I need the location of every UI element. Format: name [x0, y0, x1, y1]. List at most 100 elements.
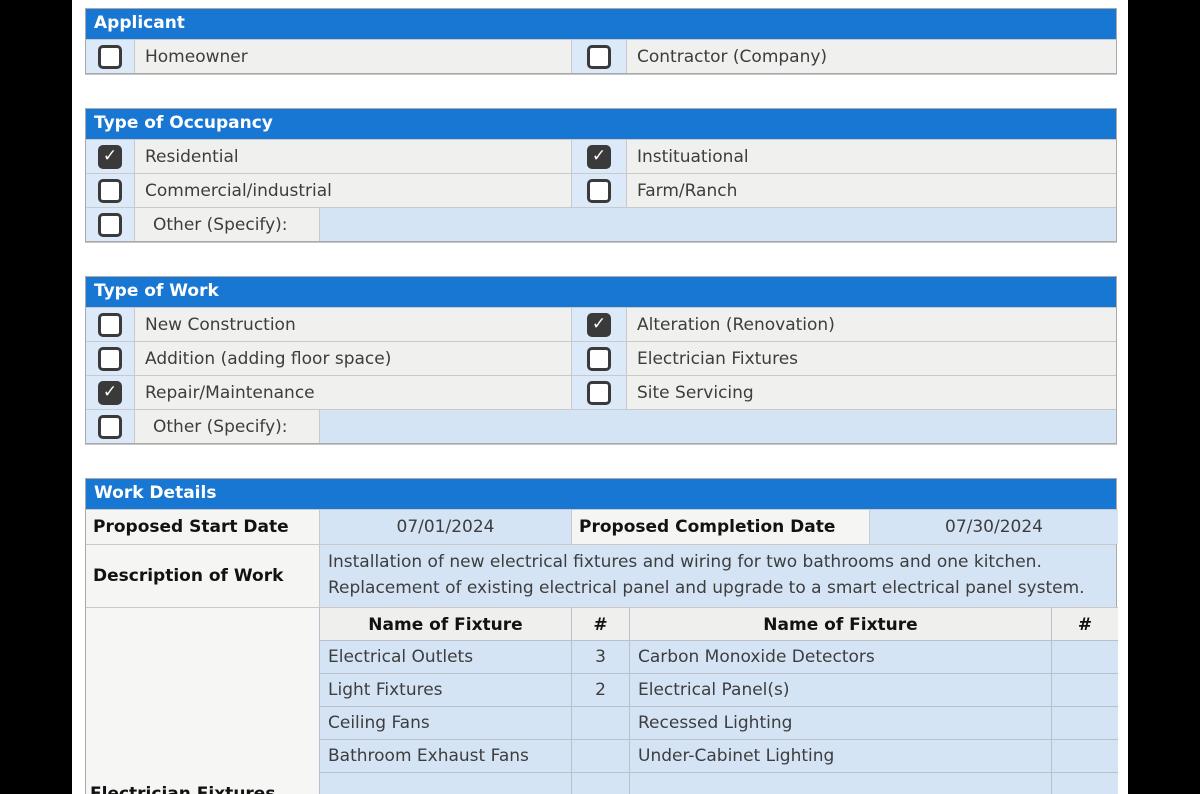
fixture-name: Bathroom Exhaust Fans: [319, 739, 571, 772]
table-row: ✓ Homeowner ✓ Contractor (Company): [86, 39, 1116, 73]
table-row: ✓ Repair/Maintenance ✓ Site Servicing: [86, 375, 1116, 409]
residential-checkbox[interactable]: ✓: [98, 144, 122, 169]
site-servicing-checkbox[interactable]: ✓: [587, 380, 611, 405]
occupancy-other-checkbox-cell: ✓: [86, 208, 134, 241]
residential-checkbox-cell: ✓: [86, 140, 134, 173]
section-title: Type of Work: [86, 277, 1116, 307]
homeowner-label: Homeowner: [134, 40, 571, 73]
fixture-name: Ceiling Fans: [319, 706, 571, 739]
fixture-name: Light Fixtures: [319, 673, 571, 706]
commercial-label: Commercial/industrial: [134, 174, 571, 207]
dates-row: Proposed Start Date 07/01/2024 Proposed …: [86, 509, 1118, 544]
contractor-label: Contractor (Company): [626, 40, 1116, 73]
homeowner-checkbox-cell: ✓: [86, 40, 134, 73]
new-construction-label: New Construction: [134, 308, 571, 341]
occupancy-other-checkbox[interactable]: ✓: [98, 212, 122, 237]
electrician-fixtures-checkbox-cell: ✓: [571, 342, 626, 375]
check-icon: ✓: [102, 382, 118, 402]
fixture-name: Electrical Panel(s): [629, 673, 1051, 706]
new-construction-checkbox-cell: ✓: [86, 308, 134, 341]
repair-checkbox[interactable]: ✓: [98, 380, 122, 405]
contractor-checkbox[interactable]: ✓: [587, 44, 611, 69]
work-other-checkbox[interactable]: ✓: [98, 414, 122, 439]
fixture-count-field[interactable]: 2: [571, 673, 629, 706]
contractor-checkbox-cell: ✓: [571, 40, 626, 73]
section-type-of-work: Type of Work ✓ New Construction ✓ Altera…: [85, 276, 1117, 444]
fixture-count-field[interactable]: [1051, 673, 1118, 706]
occupancy-other-input[interactable]: [319, 208, 1116, 241]
institutional-label: Instituational: [626, 140, 1116, 173]
fixture-count-field[interactable]: [571, 739, 629, 772]
form-page: Applicant ✓ Homeowner ✓ Contractor (Comp…: [72, 0, 1128, 794]
residential-label: Residential: [134, 140, 571, 173]
alteration-label: Alteration (Renovation): [626, 308, 1116, 341]
commercial-checkbox[interactable]: ✓: [98, 178, 122, 203]
institutional-checkbox-cell: ✓: [571, 140, 626, 173]
site-servicing-checkbox-cell: ✓: [571, 376, 626, 409]
start-date-field[interactable]: 07/01/2024: [319, 510, 571, 544]
fixture-name: Carbon Monoxide Detectors: [629, 640, 1051, 673]
column-header-num1: #: [571, 607, 629, 642]
fixtures-table: Electrician Fixtures Name of Fixture # N…: [86, 607, 1118, 794]
section-type-of-occupancy: Type of Occupancy ✓ Residential ✓ Instit…: [85, 108, 1117, 242]
fixtures-label: Electrician Fixtures: [90, 784, 276, 794]
electrician-fixtures-checkbox[interactable]: ✓: [587, 346, 611, 371]
start-date-label: Proposed Start Date: [86, 510, 319, 544]
site-servicing-label: Site Servicing: [626, 376, 1116, 409]
work-other-input[interactable]: [319, 410, 1116, 443]
alteration-checkbox-cell: ✓: [571, 308, 626, 341]
column-header-num2: #: [1051, 607, 1118, 642]
check-icon: ✓: [591, 314, 607, 334]
form-content: Applicant ✓ Homeowner ✓ Contractor (Comp…: [85, 8, 1118, 794]
homeowner-checkbox[interactable]: ✓: [98, 44, 122, 69]
occupancy-other-label: Other (Specify):: [134, 208, 319, 241]
fixture-name: Under-Cabinet Lighting: [629, 739, 1051, 772]
table-row: ✓ Other (Specify):: [86, 409, 1116, 443]
fixtures-label-cell: Electrician Fixtures: [86, 607, 319, 794]
fixture-count-field[interactable]: [571, 772, 629, 794]
commercial-checkbox-cell: ✓: [86, 174, 134, 207]
institutional-checkbox[interactable]: ✓: [587, 144, 611, 169]
alteration-checkbox[interactable]: ✓: [587, 312, 611, 337]
fixture-count-field[interactable]: [571, 706, 629, 739]
repair-label: Repair/Maintenance: [134, 376, 571, 409]
column-header-name1: Name of Fixture: [319, 607, 571, 642]
fixture-name: Recessed Lighting: [629, 706, 1051, 739]
addition-label: Addition (adding floor space): [134, 342, 571, 375]
addition-checkbox-cell: ✓: [86, 342, 134, 375]
table-row: ✓ Commercial/industrial ✓ Farm/Ranch: [86, 173, 1116, 207]
section-title: Applicant: [86, 9, 1116, 39]
repair-checkbox-cell: ✓: [86, 376, 134, 409]
fixture-count-field[interactable]: [1051, 706, 1118, 739]
table-row: ✓ Other (Specify):: [86, 207, 1116, 241]
fixture-count-field[interactable]: 3: [571, 640, 629, 673]
fixture-count-field[interactable]: [1051, 640, 1118, 673]
fixture-name: [319, 772, 571, 794]
fixture-name: Electrical Outlets: [319, 640, 571, 673]
electrician-fixtures-label: Electrician Fixtures: [626, 342, 1116, 375]
new-construction-checkbox[interactable]: ✓: [98, 312, 122, 337]
work-other-label: Other (Specify):: [134, 410, 319, 443]
addition-checkbox[interactable]: ✓: [98, 346, 122, 371]
description-row: Description of Work Installation of new …: [86, 544, 1116, 607]
section-applicant: Applicant ✓ Homeowner ✓ Contractor (Comp…: [85, 8, 1117, 74]
completion-date-label: Proposed Completion Date: [571, 510, 869, 544]
farm-ranch-label: Farm/Ranch: [626, 174, 1116, 207]
section-title: Work Details: [86, 479, 1116, 509]
table-row: ✓ Residential ✓ Instituational: [86, 139, 1116, 173]
table-row: ✓ Addition (adding floor space) ✓ Electr…: [86, 341, 1116, 375]
check-icon: ✓: [102, 146, 118, 166]
description-label: Description of Work: [86, 545, 319, 607]
work-other-checkbox-cell: ✓: [86, 410, 134, 443]
fixture-count-field[interactable]: [1051, 739, 1118, 772]
farm-ranch-checkbox[interactable]: ✓: [587, 178, 611, 203]
description-field[interactable]: Installation of new electrical fixtures …: [319, 545, 1116, 607]
section-work-details: Work Details Proposed Start Date 07/01/2…: [85, 478, 1118, 794]
fixture-count-field[interactable]: [1051, 772, 1118, 794]
column-header-name2: Name of Fixture: [629, 607, 1051, 642]
completion-date-field[interactable]: 07/30/2024: [869, 510, 1118, 544]
section-title: Type of Occupancy: [86, 109, 1116, 139]
check-icon: ✓: [591, 146, 607, 166]
farm-ranch-checkbox-cell: ✓: [571, 174, 626, 207]
table-row: ✓ New Construction ✓ Alteration (Renovat…: [86, 307, 1116, 341]
